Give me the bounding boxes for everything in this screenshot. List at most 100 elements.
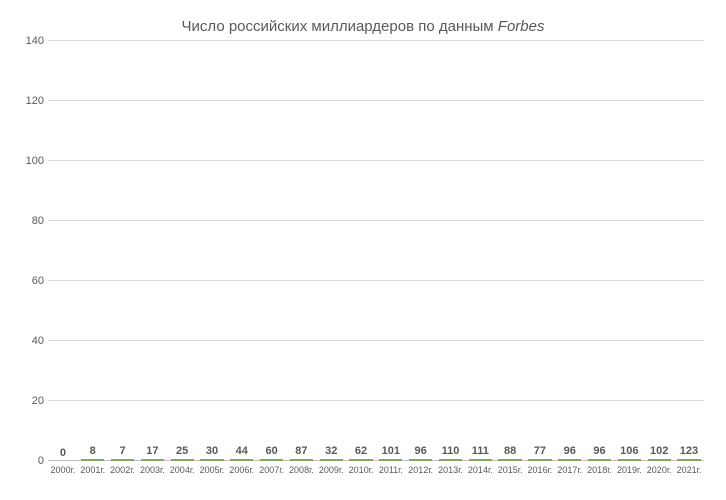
bar-slot: 62 — [346, 445, 376, 461]
x-tick-label: 2001г. — [78, 465, 108, 475]
x-tick-label: 2012г. — [406, 465, 436, 475]
x-tick-label: 2014г. — [465, 465, 495, 475]
bar-slot: 8 — [78, 445, 108, 461]
chart-title-text: Число российских миллиардеров по данным — [182, 18, 498, 35]
chart-title: Число российских миллиардеров по данным … — [18, 18, 708, 35]
bar-value-label: 96 — [564, 445, 576, 457]
bar-slot: 30 — [197, 445, 227, 461]
bar — [439, 459, 462, 461]
bar-slot: 96 — [585, 445, 615, 461]
x-tick-label: 2004г. — [167, 465, 197, 475]
y-tick-label: 80 — [18, 215, 44, 227]
bar-slot: 17 — [137, 445, 167, 461]
bar-value-label: 8 — [90, 445, 96, 457]
bar-value-label: 32 — [325, 445, 337, 457]
bar-value-label: 30 — [206, 445, 218, 457]
x-tick-label: 2005г. — [197, 465, 227, 475]
bar-slot: 96 — [555, 445, 585, 461]
bar-value-label: 96 — [593, 445, 605, 457]
y-tick-label: 0 — [18, 455, 44, 467]
bar-value-label: 106 — [620, 445, 638, 457]
chart-title-italic: Forbes — [498, 18, 545, 35]
y-tick-label: 120 — [18, 95, 44, 107]
bar-value-label: 87 — [295, 445, 307, 457]
x-tick-label: 2019г. — [614, 465, 644, 475]
x-tick-label: 2018г. — [585, 465, 615, 475]
x-tick-label: 2002г. — [108, 465, 138, 475]
bar — [200, 459, 223, 461]
bar-value-label: 17 — [146, 445, 158, 457]
x-tick-label: 2000г. — [48, 465, 78, 475]
bar-value-label: 101 — [382, 445, 400, 457]
bar-slot: 32 — [316, 445, 346, 461]
bar — [677, 459, 700, 461]
x-tick-label: 2021г. — [674, 465, 704, 475]
bar-slot: 0 — [48, 447, 78, 461]
x-tick-label: 2008г. — [287, 465, 317, 475]
y-tick-label: 60 — [18, 275, 44, 287]
bar-value-label: 88 — [504, 445, 516, 457]
bar-slot: 111 — [465, 445, 495, 461]
bar-value-label: 44 — [236, 445, 248, 457]
bar-slot: 77 — [525, 445, 555, 461]
x-tick-label: 2009г. — [316, 465, 346, 475]
bar-value-label: 123 — [680, 445, 698, 457]
bar-slot: 102 — [644, 445, 674, 461]
bar — [498, 459, 521, 461]
y-tick-label: 140 — [18, 35, 44, 47]
bars-group: 0871725304460873262101961101118877969610… — [48, 41, 704, 461]
bar — [648, 459, 671, 461]
bar-value-label: 102 — [650, 445, 668, 457]
bar-value-label: 25 — [176, 445, 188, 457]
bar-value-label: 96 — [415, 445, 427, 457]
y-tick-label: 20 — [18, 395, 44, 407]
x-axis: 2000г.2001г.2002г.2003г.2004г.2005г.2006… — [48, 465, 704, 475]
bar — [588, 459, 611, 461]
y-tick-label: 100 — [18, 155, 44, 167]
bar-slot: 96 — [406, 445, 436, 461]
bar — [469, 459, 492, 461]
plot-area: 020406080100120140 087172530446087326210… — [48, 41, 704, 461]
bar — [230, 459, 253, 461]
bar-slot: 110 — [436, 445, 466, 461]
bar — [111, 459, 134, 461]
bar-slot: 101 — [376, 445, 406, 461]
bar — [81, 459, 104, 461]
x-tick-label: 2007г. — [257, 465, 287, 475]
x-tick-label: 2015г. — [495, 465, 525, 475]
bar — [618, 459, 641, 461]
bar-value-label: 77 — [534, 445, 546, 457]
bar-slot: 87 — [287, 445, 317, 461]
bar — [290, 459, 313, 461]
bar — [528, 459, 551, 461]
bar-slot: 44 — [227, 445, 257, 461]
bar-value-label: 110 — [442, 445, 460, 457]
x-tick-label: 2006г. — [227, 465, 257, 475]
bar-value-label: 62 — [355, 445, 367, 457]
x-tick-label: 2016г. — [525, 465, 555, 475]
y-tick-label: 40 — [18, 335, 44, 347]
bar — [349, 459, 372, 461]
bar-value-label: 0 — [60, 447, 66, 459]
x-tick-label: 2010г. — [346, 465, 376, 475]
bar-value-label: 60 — [265, 445, 277, 457]
x-tick-label: 2020г. — [644, 465, 674, 475]
bar — [558, 459, 581, 461]
bar-value-label: 7 — [119, 445, 125, 457]
bar — [320, 459, 343, 461]
bar-slot: 106 — [614, 445, 644, 461]
bar — [171, 459, 194, 461]
bar-slot: 60 — [257, 445, 287, 461]
bar — [260, 459, 283, 461]
x-tick-label: 2011г. — [376, 465, 406, 475]
x-tick-label: 2003г. — [137, 465, 167, 475]
bar-value-label: 111 — [472, 445, 489, 457]
x-tick-label: 2013г. — [436, 465, 466, 475]
bar-slot: 25 — [167, 445, 197, 461]
bar-slot: 7 — [108, 445, 138, 461]
bar-slot: 123 — [674, 445, 704, 461]
chart-container: Число российских миллиардеров по данным … — [0, 0, 726, 500]
x-tick-label: 2017г. — [555, 465, 585, 475]
bar — [409, 459, 432, 461]
bar — [379, 459, 402, 461]
